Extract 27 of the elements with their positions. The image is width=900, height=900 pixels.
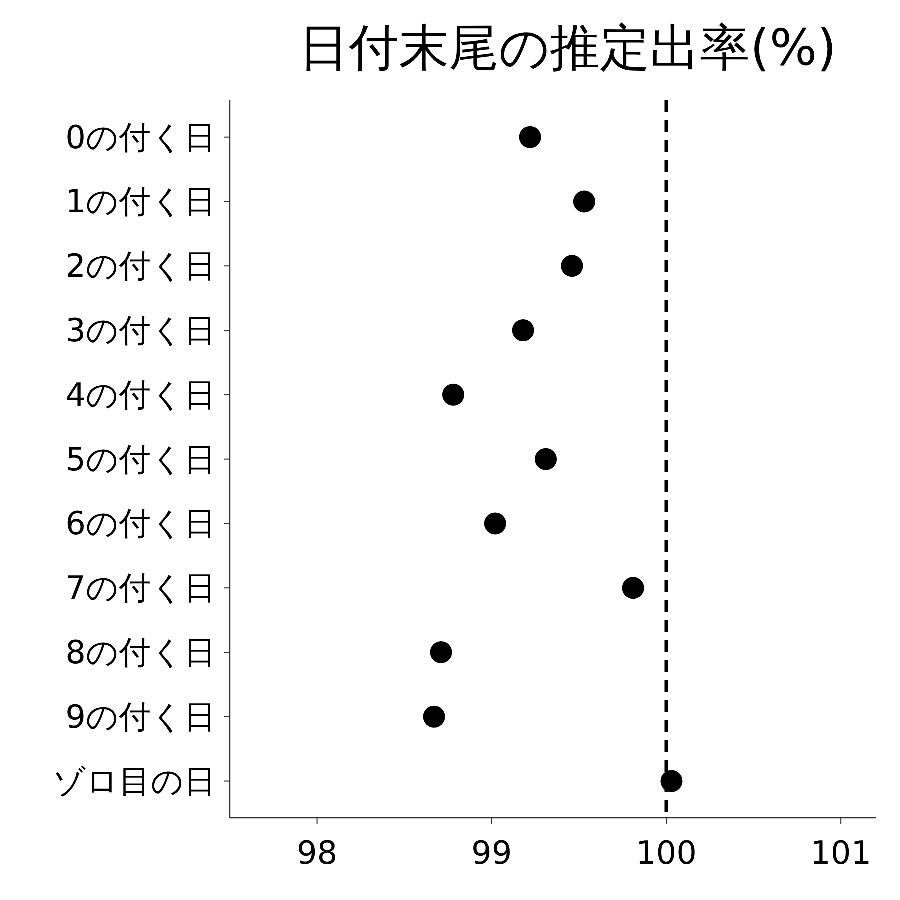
x-tick-label: 101 xyxy=(810,834,872,872)
y-tick-label: 0の付く日 xyxy=(66,118,216,156)
point xyxy=(430,642,452,664)
point xyxy=(512,320,534,342)
point xyxy=(484,512,506,535)
y-tick-label: 7の付く日 xyxy=(66,569,216,608)
y-tick-label: ゾロ目の日 xyxy=(53,762,216,800)
y-tick-label: 6の付く日 xyxy=(66,504,216,543)
chart-title: 日付末尾の推定出率(%) xyxy=(299,19,837,77)
y-tick-label: 9の付く日 xyxy=(66,698,216,736)
y-tick-label: 1の付く日 xyxy=(66,182,216,221)
point xyxy=(573,190,596,213)
x-tick-label: 100 xyxy=(636,834,698,872)
x-tick-label: 98 xyxy=(296,834,338,872)
x-tick-label: 99 xyxy=(472,834,512,872)
y-tick-label: 5の付く日 xyxy=(66,440,216,478)
point xyxy=(660,770,683,792)
point xyxy=(622,577,644,600)
y-tick-label: 2の付く日 xyxy=(66,247,216,286)
point xyxy=(423,706,446,728)
point xyxy=(442,384,464,406)
point xyxy=(519,126,542,148)
y-tick-label: 8の付く日 xyxy=(66,634,216,672)
y-tick-label: 3の付く日 xyxy=(66,312,216,350)
y-tick-label: 4の付く日 xyxy=(66,376,216,414)
point xyxy=(561,255,584,278)
point xyxy=(535,448,558,470)
